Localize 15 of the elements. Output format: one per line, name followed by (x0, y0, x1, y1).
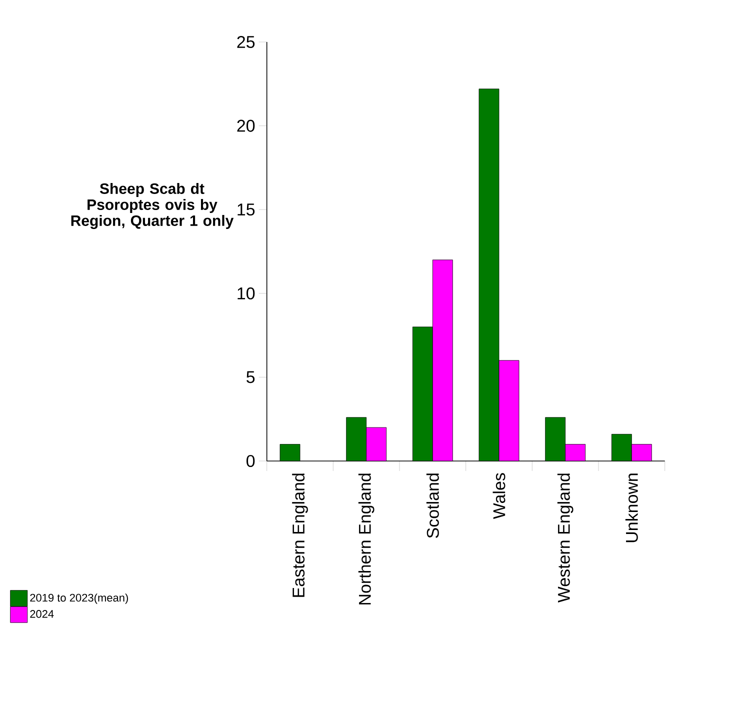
y-tick-label: 5 (246, 371, 255, 384)
x-tick-label: Eastern England (292, 474, 308, 597)
legend-label: 2024 (30, 610, 54, 618)
x-tick-label: Western England (557, 474, 574, 603)
x-tick-label: Scotland (426, 474, 439, 538)
legend-label: 2019 to 2023(mean) (30, 594, 128, 604)
y-tick-label: 10 (238, 287, 255, 300)
x-tick-label: Wales (492, 473, 506, 520)
y-tick-label: 25 (237, 36, 255, 48)
text: Sheep Scab dt Psoroptes ovis by Region, Quarter 1 only (71, 182, 234, 230)
x-tick-label: Unknown (625, 474, 638, 542)
y-tick-label: 0 (246, 454, 255, 468)
x-tick-label: Northern England (358, 474, 374, 604)
y-tick-label: 20 (237, 120, 255, 132)
y-tick-label: 15 (238, 204, 255, 216)
